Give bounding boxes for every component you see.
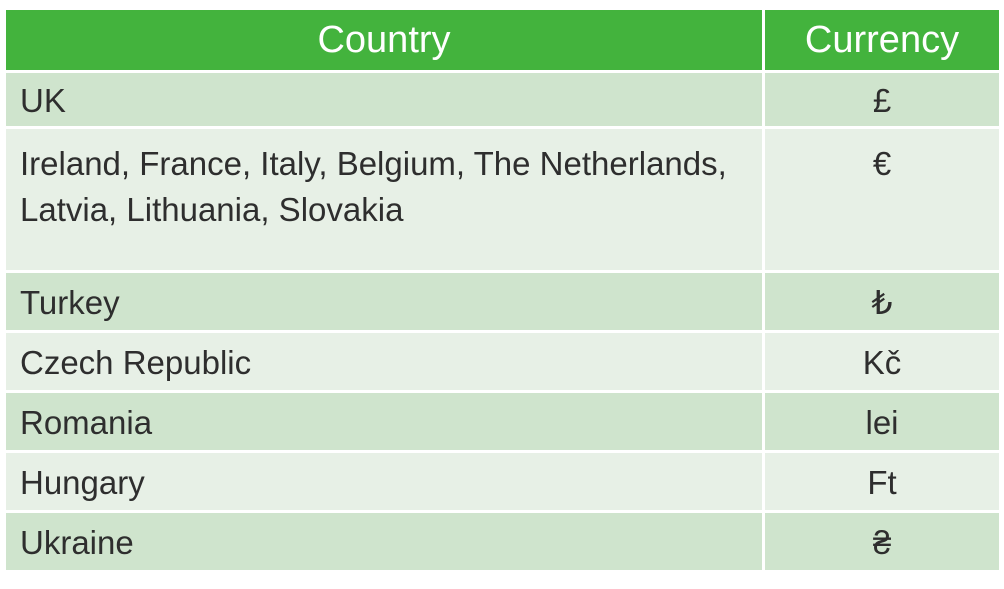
- table-row: Czech Republic Kč: [3, 330, 1002, 393]
- country-cell: UK: [3, 70, 765, 129]
- country-cell: Turkey: [3, 270, 765, 333]
- country-cell: Hungary: [3, 450, 765, 513]
- table-row: Turkey ₺: [3, 270, 1002, 333]
- country-cell: Czech Republic: [3, 330, 765, 393]
- country-cell: Ireland, France, Italy, Belgium, The Net…: [3, 126, 765, 273]
- currency-cell: ₴: [762, 510, 1002, 573]
- table-row: Ireland, France, Italy, Belgium, The Net…: [3, 126, 1002, 273]
- table-header-row: Country Currency: [3, 7, 1002, 73]
- country-cell: Romania: [3, 390, 765, 453]
- table-row: Romania lei: [3, 390, 1002, 453]
- country-cell: Ukraine: [3, 510, 765, 573]
- currency-cell: €: [762, 126, 1002, 273]
- currency-table-container: Country Currency UK £ Ireland, France, I…: [3, 7, 1002, 573]
- country-column-header: Country: [3, 7, 765, 73]
- table-row: Hungary Ft: [3, 450, 1002, 513]
- currency-column-header: Currency: [762, 7, 1002, 73]
- currency-cell: lei: [762, 390, 1002, 453]
- currency-cell: Ft: [762, 450, 1002, 513]
- table-row: Ukraine ₴: [3, 510, 1002, 573]
- currency-cell: Kč: [762, 330, 1002, 393]
- currency-table: Country Currency UK £ Ireland, France, I…: [3, 7, 1002, 573]
- currency-cell: ₺: [762, 270, 1002, 333]
- table-row: UK £: [3, 70, 1002, 129]
- currency-cell: £: [762, 70, 1002, 129]
